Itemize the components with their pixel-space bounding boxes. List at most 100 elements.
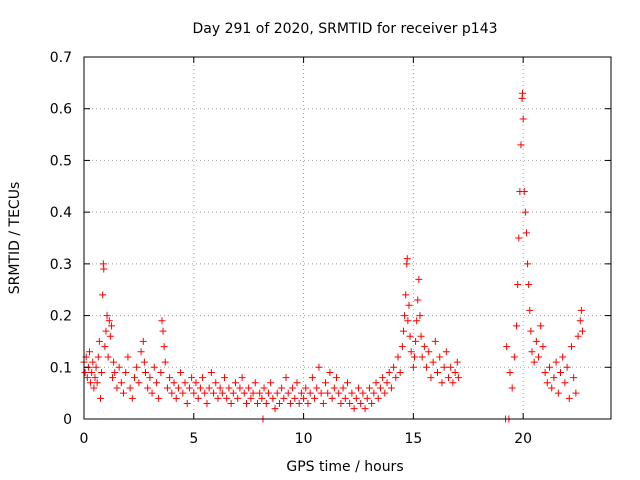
data-point [302,384,310,392]
data-point [105,317,113,325]
data-point [150,363,158,371]
data-point [350,405,358,413]
data-point [429,358,437,366]
data-point [229,389,237,397]
data-point [289,384,297,392]
data-point [324,389,332,397]
data-point [578,327,586,335]
data-point [417,332,425,340]
data-point [81,368,89,376]
data-point [376,384,384,392]
data-point [304,399,312,407]
data-point [163,384,171,392]
data-point [170,379,178,387]
data-point [556,368,564,376]
data-point [101,343,109,351]
data-point [96,394,104,402]
data-point [440,363,448,371]
axis-ticks: 0 5 10 15 20 0 0.1 0.2 0.3 0.4 0.5 0.6 0.7 [50,50,611,447]
data-point [286,399,294,407]
data-point [522,229,530,237]
data-point [535,353,543,361]
data-point [158,317,166,325]
data-point [453,358,461,366]
data-point [451,368,459,376]
data-point [434,368,442,376]
data-point [407,348,415,356]
data-point [120,389,128,397]
x-axis-label: GPS time / hours [286,459,403,475]
data-point [90,384,98,392]
data-point [240,389,248,397]
data-point [183,399,191,407]
data-point [552,358,560,366]
data-point [297,389,305,397]
data-point [527,327,535,335]
data-point [251,379,259,387]
data-point [157,368,165,376]
data-point [330,384,338,392]
data-point [570,374,578,382]
y-tick-label: 0.3 [50,257,72,273]
data-point [256,389,264,397]
data-point [427,374,435,382]
data-point [405,301,413,309]
data-point [199,374,207,382]
data-point [418,353,426,361]
data-point [278,384,286,392]
data-point [106,332,114,340]
data-point [146,374,154,382]
data-point [431,337,439,345]
data-point [107,322,115,330]
data-point [258,394,266,402]
data-point [133,363,141,371]
data-point [416,312,424,320]
data-point [442,348,450,356]
data-point [177,368,185,376]
data-point [374,394,382,402]
data-point [454,374,462,382]
data-point [273,389,281,397]
data-point [317,389,325,397]
chart-title: Day 291 of 2020, SRMTID for receiver p14… [192,21,497,37]
data-point [404,317,412,325]
data-point [390,363,398,371]
data-point [524,260,532,268]
x-tick-label: 20 [514,431,532,447]
data-point [236,384,244,392]
data-point [135,379,143,387]
data-point [326,368,334,376]
x-tick-label: 0 [80,431,89,447]
data-point [513,322,521,330]
data-point [234,394,242,402]
data-point [370,389,378,397]
data-point [401,312,409,320]
data-point [445,374,453,382]
data-point [113,384,121,392]
data-point [192,379,200,387]
data-point [148,389,156,397]
data-point [271,405,279,413]
data-point [144,384,152,392]
data-point [93,379,101,387]
data-point [409,363,417,371]
data-point [260,384,268,392]
data-point [383,379,391,387]
data-point [291,394,299,402]
data-point [152,379,160,387]
data-point [528,348,536,356]
data-point [95,337,103,345]
data-point [537,322,545,330]
data-point [85,348,93,356]
data-point [174,384,182,392]
data-point [550,374,558,382]
data-point [102,327,110,335]
data-point [242,399,250,407]
data-point [392,374,400,382]
data-point [387,384,395,392]
data-point [394,353,402,361]
data-point [203,399,211,407]
data-point [139,337,147,345]
data-point [225,384,233,392]
data-point [201,389,209,397]
